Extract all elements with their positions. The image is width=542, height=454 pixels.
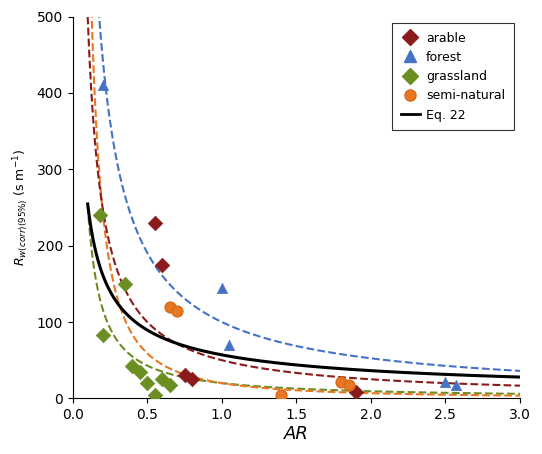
Point [337, 378, 345, 385]
Point [225, 341, 234, 349]
Point [158, 375, 166, 383]
Point [188, 375, 196, 383]
Point [128, 363, 137, 370]
Legend: arable, forest, grassland, semi-natural, Eq. 22: arable, forest, grassland, semi-natural,… [392, 23, 514, 130]
Point [451, 381, 460, 388]
Point [173, 307, 182, 314]
Point [151, 219, 159, 227]
Point [98, 331, 107, 339]
Point [143, 380, 152, 387]
Point [441, 378, 450, 385]
Point [277, 391, 286, 398]
Point [158, 261, 166, 268]
Point [95, 212, 104, 219]
Point [121, 280, 130, 287]
Point [136, 368, 144, 375]
Point [98, 82, 107, 89]
Y-axis label: $R_{w(corr)(95\%)}$ (s m$^{-1}$): $R_{w(corr)(95\%)}$ (s m$^{-1}$) [11, 149, 31, 266]
Point [180, 372, 189, 379]
Point [344, 381, 353, 388]
Point [217, 284, 226, 291]
Point [165, 382, 174, 389]
Point [151, 391, 159, 398]
X-axis label: AR: AR [284, 425, 309, 443]
Point [165, 303, 174, 311]
Point [352, 389, 360, 396]
